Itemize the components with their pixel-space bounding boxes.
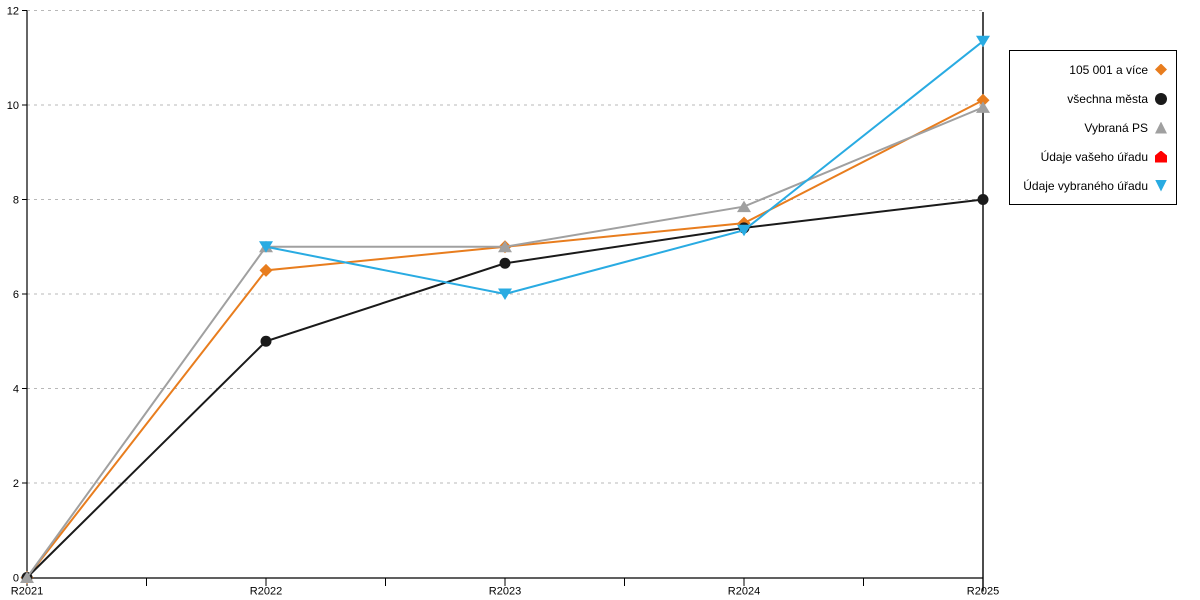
data-point-circle: [260, 335, 272, 347]
series-line: [26, 99, 984, 579]
x-tick-label: R2021: [11, 586, 43, 598]
y-tick-label: 4: [13, 384, 19, 396]
y-tick-label: 2: [13, 478, 19, 490]
y-tick-label: 8: [13, 195, 19, 207]
legend-label: Údaje vašeho úřadu: [1040, 149, 1148, 164]
y-tick-label: 6: [13, 289, 19, 301]
data-point-triangle-down: [498, 288, 512, 300]
data-point-triangle-up: [20, 571, 34, 583]
legend-label: všechna města: [1067, 91, 1148, 106]
legend-label: 105 001 a více: [1069, 62, 1148, 77]
data-point-triangle-up: [976, 101, 990, 113]
legend-item: 105 001 a více: [1014, 55, 1167, 84]
pentagon-icon: [1155, 150, 1167, 163]
legend-item: Vybraná PS: [1014, 113, 1167, 142]
data-point-circle: [499, 257, 511, 269]
y-tick-label: 0: [13, 573, 19, 585]
data-point-triangle-down: [259, 241, 273, 253]
legend: 105 001 a více všechna města Vybraná PS …: [1009, 50, 1177, 205]
data-point-triangle-up: [737, 200, 751, 213]
data-point-triangle-up: [498, 240, 512, 253]
circle-icon: [1155, 92, 1167, 105]
series-line: [26, 106, 984, 579]
x-tick-label: R2022: [250, 586, 282, 598]
legend-label: Vybraná PS: [1084, 120, 1148, 135]
data-point-circle: [977, 194, 989, 205]
data-point-diamond: [976, 93, 990, 107]
legend-item: Údaje vybraného úřadu: [1014, 171, 1167, 200]
legend-item: Údaje vašeho úřadu: [1014, 142, 1167, 171]
legend-label: Údaje vybraného úřadu: [1023, 178, 1148, 193]
data-point-diamond: [259, 263, 273, 277]
data-point-triangle-down: [737, 224, 751, 237]
legend-item: všechna města: [1014, 84, 1167, 113]
series-line: [265, 40, 984, 296]
y-tick-label: 10: [7, 100, 19, 112]
data-point-triangle-down: [976, 35, 990, 48]
x-tick-label: R2024: [728, 586, 760, 598]
diamond-icon: [1155, 63, 1167, 76]
x-tick-label: R2023: [489, 586, 521, 598]
triangle-up-icon: [1155, 121, 1167, 134]
triangle-down-icon: [1155, 179, 1167, 192]
y-tick-label: 12: [7, 6, 19, 18]
